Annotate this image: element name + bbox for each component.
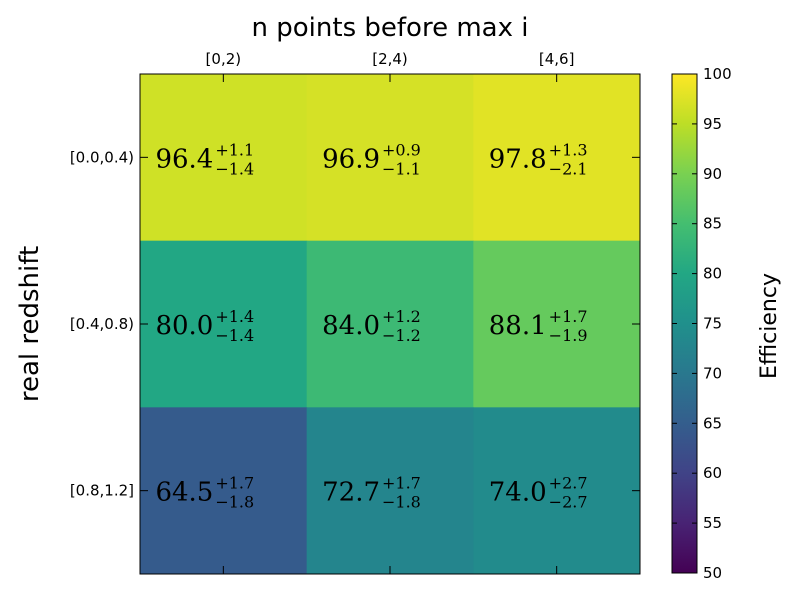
- cell-lower-error-label: −1.1: [382, 159, 421, 178]
- cell-value-label: 64.5: [155, 478, 213, 508]
- cell-lower-error-label: −1.8: [215, 493, 254, 512]
- colorbar-tick-label: 75: [703, 315, 722, 333]
- colorbar-tick-label: 80: [703, 265, 722, 283]
- cell-upper-error-label: +2.7: [549, 474, 588, 493]
- y-tick-label: [0.8,1.2]: [70, 482, 134, 500]
- cell-value-label: 80.0: [155, 311, 213, 341]
- colorbar-tick-label: 60: [703, 464, 722, 482]
- heatmap-cell: [140, 240, 308, 408]
- cell-lower-error-label: −1.4: [215, 326, 254, 345]
- cell-value-label: 74.0: [489, 478, 547, 508]
- y-axis-ticks: [0.0,0.4) [0.4,0.8) [0.8,1.2]: [70, 148, 640, 500]
- colorbar-tick-label: 95: [703, 115, 722, 133]
- cell-lower-error-label: −2.1: [549, 159, 588, 178]
- cell-upper-error-label: +1.1: [215, 140, 254, 159]
- heatmap-cell: [140, 407, 308, 575]
- cell-upper-error-label: +1.7: [549, 307, 588, 326]
- heatmap-cell: [140, 74, 308, 242]
- cell-annotation: 72.7 +1.7−1.8: [322, 474, 421, 512]
- x-tick-label: [2,4): [372, 50, 408, 68]
- cell-lower-error-label: −1.4: [215, 159, 254, 178]
- cell-upper-error-label: +1.3: [549, 140, 588, 159]
- colorbar-tick-label: 65: [703, 414, 722, 432]
- cell-annotation: 97.8 +1.3−2.1: [489, 140, 588, 178]
- cell-upper-error-label: +1.7: [215, 474, 254, 493]
- cell-value-label: 96.9: [322, 144, 380, 174]
- cell-lower-error-label: −1.2: [382, 326, 421, 345]
- heatmap-cell: [473, 74, 641, 242]
- cell-upper-error-label: +1.4: [215, 307, 254, 326]
- heatmap-cell: [473, 407, 641, 575]
- y-tick-label: [0.4,0.8): [70, 315, 134, 333]
- cell-annotation: 64.5 +1.7−1.8: [155, 474, 254, 512]
- cell-upper-error-label: +1.7: [382, 474, 421, 493]
- cell-upper-error-label: +1.2: [382, 307, 421, 326]
- heatmap-cells: [140, 74, 641, 575]
- cell-lower-error-label: −1.9: [549, 326, 588, 345]
- chart-title: n points before max i: [252, 13, 529, 43]
- colorbar-tick-label: 85: [703, 215, 722, 233]
- cell-annotation: 74.0 +2.7−2.7: [489, 474, 588, 512]
- heatmap-cell: [306, 74, 474, 242]
- colorbar-ticks: 50 55 60 65 70 75 80 85 90 95 100: [672, 65, 732, 582]
- x-axis-ticks: [0,2) [2,4) [4,6]: [206, 50, 575, 574]
- cell-annotation: 96.9 +0.9−1.1: [322, 140, 421, 178]
- cell-annotation: 80.0 +1.4−1.4: [155, 307, 254, 345]
- y-axis-label: real redshift: [15, 246, 45, 402]
- heatmap-cell: [473, 240, 641, 408]
- cell-annotation: 84.0 +1.2−1.2: [322, 307, 421, 345]
- colorbar-label: Efficiency: [757, 273, 782, 379]
- cell-lower-error-label: −2.7: [549, 493, 588, 512]
- cell-value-label: 97.8: [489, 144, 547, 174]
- cell-value-label: 84.0: [322, 311, 380, 341]
- cell-lower-error-label: −1.8: [382, 493, 421, 512]
- colorbar-tick-label: 90: [703, 165, 722, 183]
- cell-value-label: 96.4: [155, 144, 213, 174]
- cell-value-label: 88.1: [489, 311, 547, 341]
- cell-value-label: 72.7: [322, 478, 380, 508]
- cell-annotation: 88.1 +1.7−1.9: [489, 307, 588, 345]
- heatmap-cell: [306, 407, 474, 575]
- y-tick-label: [0.0,0.4): [70, 148, 134, 166]
- x-tick-label: [4,6]: [539, 50, 575, 68]
- cell-upper-error-label: +0.9: [382, 140, 421, 159]
- cell-annotation: 96.4 +1.1−1.4: [155, 140, 254, 178]
- cell-labels: 96.4 +1.1−1.4 96.9 +0.9−1.1 97.8 +1.3−2.180.0…: [155, 140, 587, 511]
- heatmap-cell: [306, 240, 474, 408]
- colorbar-tick-label: 50: [703, 564, 722, 582]
- colorbar-tick-label: 70: [703, 364, 722, 382]
- x-tick-label: [0,2): [206, 50, 242, 68]
- colorbar-tick-label: 100: [703, 65, 732, 83]
- colorbar-tick-label: 55: [703, 514, 722, 532]
